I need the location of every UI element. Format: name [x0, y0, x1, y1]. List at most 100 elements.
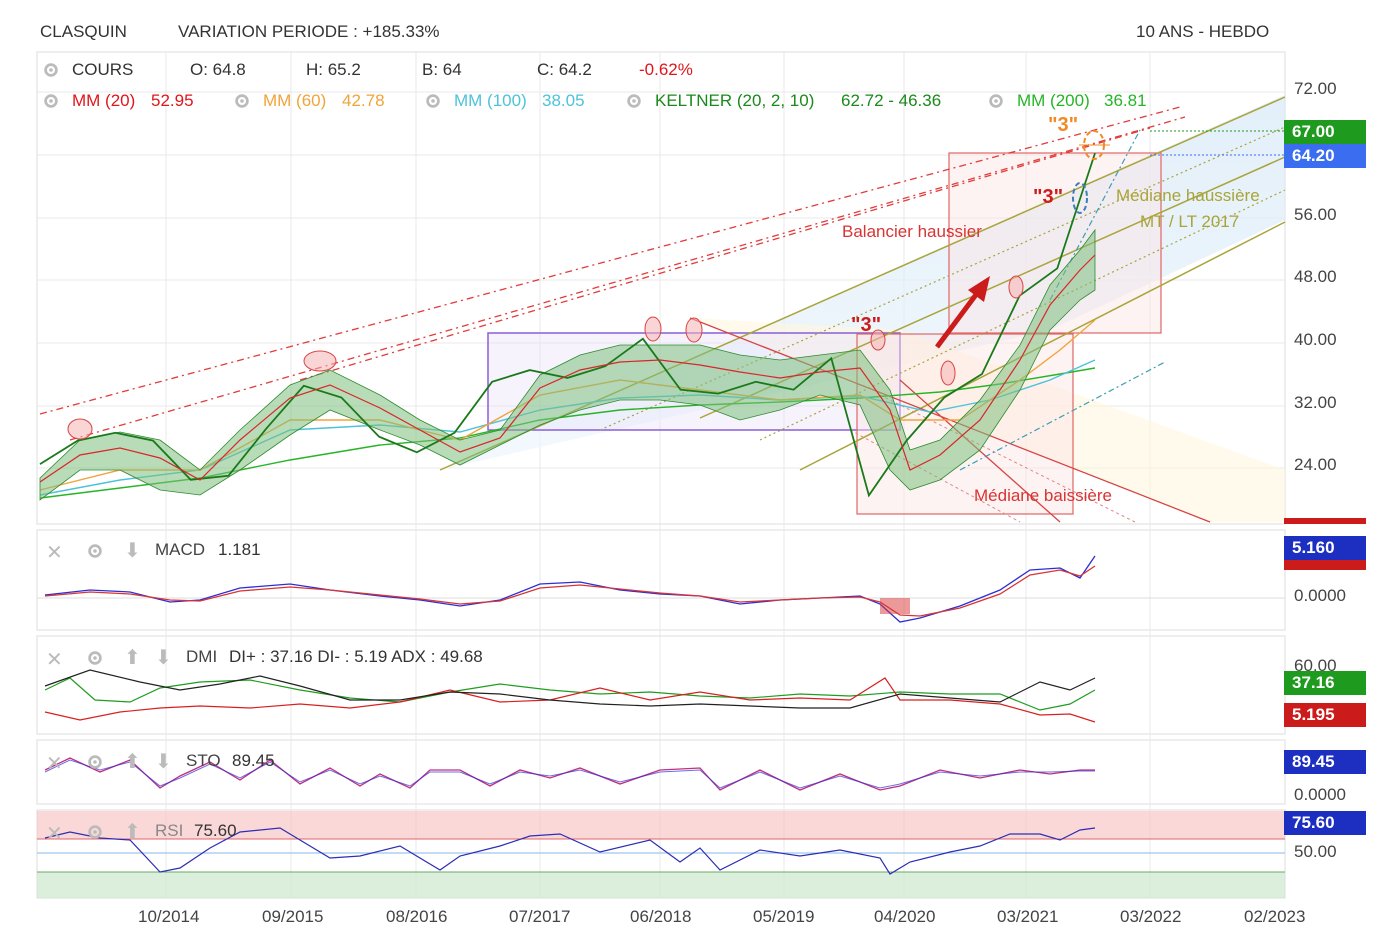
rsi-50-tick: 50.00 [1294, 842, 1337, 861]
macd-zero-tick: 0.0000 [1294, 586, 1346, 605]
mm60-value: 42.78 [342, 91, 385, 110]
keltner-value: 62.72 - 46.36 [841, 91, 942, 110]
three-marker-1: "3" [851, 314, 882, 336]
rsi-label: RSI [155, 821, 184, 840]
dmi-60-tick: 60.00 [1294, 656, 1337, 675]
price-tick: 56.00 [1294, 205, 1337, 224]
dmi-minus-badge: 5.195 [1284, 703, 1366, 727]
ticker-title: CLASQUIN [40, 22, 127, 41]
price-tick: 32.00 [1294, 393, 1337, 412]
mm20-line [39, 254, 1096, 483]
mm100-value: 38.05 [542, 91, 585, 110]
mm20-name: MM (20) [72, 91, 136, 110]
mm200-value: 36.81 [1104, 91, 1147, 110]
dmi-minus-line [44, 677, 1096, 723]
arrow-up-icon[interactable]: ⬆ [124, 751, 141, 773]
gear-icon[interactable] [86, 753, 104, 771]
change-value: -0.62% [639, 60, 693, 79]
macd-histogram [880, 598, 910, 614]
close-icon[interactable]: ✕ [46, 823, 63, 845]
macd-line [44, 555, 1096, 623]
mediane-haussiere-sub: MT / LT 2017 [1140, 212, 1240, 231]
close-icon[interactable]: ✕ [46, 542, 63, 564]
macd-panel [36, 529, 1286, 631]
arrow-down-icon[interactable]: ⬇ [155, 647, 172, 669]
close-value: C: 64.2 [537, 60, 592, 79]
price-axis-red-marker [1284, 518, 1366, 524]
gear-icon[interactable] [42, 92, 60, 110]
arrow-up-icon[interactable]: ⬆ [124, 647, 141, 669]
rsi-overbought-zone [37, 811, 1285, 839]
dmi-panel [36, 635, 1286, 735]
x-tick: 10/2014 [138, 907, 200, 926]
cours-label: COURS [72, 60, 134, 79]
price-tick: 48.00 [1294, 267, 1337, 286]
x-tick: 06/2018 [630, 907, 692, 926]
macd-signal-badge [1284, 560, 1366, 570]
keltner-name: KELTNER (20, 2, 10) [655, 91, 815, 110]
arrow-down-icon[interactable]: ⬇ [124, 540, 141, 562]
x-tick: 02/2023 [1244, 907, 1306, 926]
x-tick: 05/2019 [753, 907, 815, 926]
highlight-circles [67, 275, 1024, 440]
vertical-grid [165, 52, 1151, 898]
mediane-haussiere-annotation: Médiane haussière [1116, 186, 1260, 205]
balancier-annotation: Balancier haussier [842, 222, 982, 241]
low-value: B: 64 [422, 60, 462, 79]
x-tick: 03/2022 [1120, 907, 1182, 926]
mm100-name: MM (100) [454, 91, 527, 110]
rsi-badge: 75.60 [1284, 811, 1366, 835]
dmi-plus-line [44, 677, 1096, 711]
price-tick: 40.00 [1294, 330, 1337, 349]
gear-icon[interactable] [86, 823, 104, 841]
price-panel [36, 51, 1286, 525]
dmi-plus-badge: 37.16 [1284, 671, 1366, 695]
three-marker-3: "3" [1048, 114, 1079, 136]
bullish-arrow-icon [934, 276, 990, 349]
close-icon[interactable]: ✕ [46, 753, 63, 775]
dmi-label: DMI [186, 647, 218, 666]
mm20-value: 52.95 [151, 91, 194, 110]
sto-line [44, 757, 1095, 791]
price-series-line [39, 152, 1096, 498]
x-tick: 07/2017 [509, 907, 571, 926]
macd-value: 1.181 [218, 540, 261, 559]
gear-icon[interactable] [987, 92, 1005, 110]
x-tick: 03/2021 [997, 907, 1059, 926]
sto-label: STO [186, 751, 221, 770]
sto-value: 89.45 [232, 751, 275, 770]
dmi-value: DI+ : 37.16 DI- : 5.19 ADX : 49.68 [229, 647, 483, 666]
rsi-oversold-zone [37, 872, 1285, 898]
red-dashed-lines [39, 106, 1186, 441]
macd-signal-line [44, 565, 1096, 617]
macd-label: MACD [155, 540, 206, 559]
x-tick: 04/2020 [874, 907, 936, 926]
gear-icon[interactable] [233, 92, 251, 110]
variation-text: VARIATION PERIODE : +185.33% [178, 22, 440, 41]
gear-icon[interactable] [86, 649, 104, 667]
close-icon[interactable]: ✕ [46, 649, 63, 671]
period-text: 10 ANS - HEBDO [1136, 22, 1270, 41]
rsi-line [44, 827, 1096, 875]
rsi-value: 75.60 [194, 821, 237, 840]
sto-zero-tick: 0.0000 [1294, 785, 1346, 804]
price-tick: 72.00 [1294, 79, 1337, 98]
high-value: H: 65.2 [306, 60, 361, 79]
adx-line [44, 669, 1096, 709]
badge-64: 64.20 [1284, 144, 1366, 168]
gear-icon[interactable] [424, 92, 442, 110]
mm60-name: MM (60) [263, 91, 327, 110]
gear-icon[interactable] [86, 542, 104, 560]
badge-67: 67.00 [1284, 120, 1366, 144]
arrow-down-icon[interactable]: ⬇ [155, 751, 172, 773]
blue-dashed-circle [1072, 182, 1088, 214]
price-tick: 24.00 [1294, 455, 1337, 474]
gear-icon[interactable] [42, 61, 60, 79]
x-tick: 09/2015 [262, 907, 324, 926]
x-tick: 08/2016 [386, 907, 448, 926]
mm200-name: MM (200) [1017, 91, 1090, 110]
sto-signal-line [44, 759, 1095, 789]
gear-icon[interactable] [625, 92, 643, 110]
arrow-up-icon[interactable]: ⬆ [124, 821, 141, 843]
